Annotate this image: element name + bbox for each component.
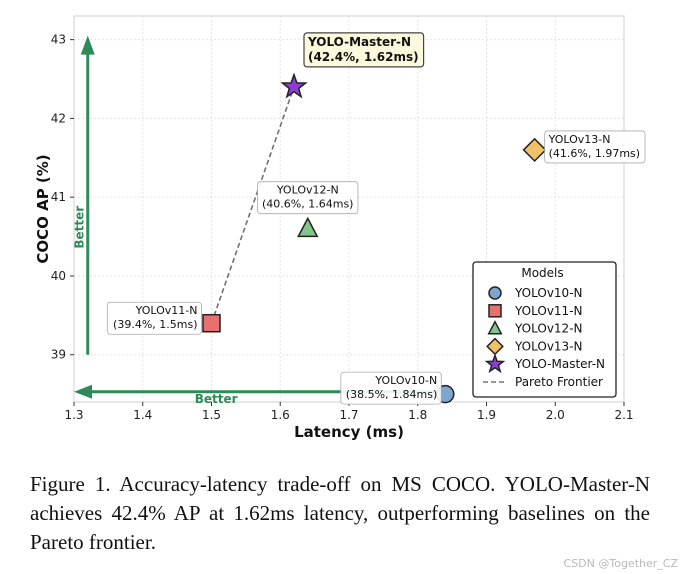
legend-box bbox=[472, 261, 617, 398]
point-label-name: YOLOv12-N bbox=[276, 184, 339, 197]
watermark: CSDN @Together_CZ bbox=[563, 557, 678, 570]
point-label-value: (41.6%, 1.97ms) bbox=[549, 147, 640, 160]
point-label-name: YOLOv10-N bbox=[374, 374, 437, 387]
legend-entry-label: YOLOv10-N bbox=[514, 286, 583, 300]
point-label-4: YOLO-Master-N(42.4%, 1.62ms) bbox=[303, 32, 425, 68]
legend-entry-label: YOLOv12-N bbox=[514, 322, 583, 336]
figure-caption: Figure 1. Accuracy-latency trade-off on … bbox=[30, 472, 650, 554]
legend-entry-label: YOLO-Master-N bbox=[514, 357, 605, 371]
arrow-left-icon bbox=[74, 384, 92, 399]
legend-title: Models bbox=[521, 266, 563, 280]
axes: 1.3 1.4 1.5 1.6 1.7 1.8 1.9 2.0 2.1 39 40 41 42 43 Lat… bbox=[34, 15, 634, 441]
point-label-box bbox=[257, 181, 359, 215]
x-tick-label: 1.6 bbox=[271, 408, 290, 422]
pareto-frontier bbox=[210, 86, 295, 324]
y-tick-label: 41 bbox=[51, 190, 66, 204]
point-label-box bbox=[544, 130, 646, 164]
legend: Models YOLOv10-N YOLOv11-N YOLOv12-N YOLOv13… bbox=[472, 261, 617, 398]
legend-triangle-icon bbox=[487, 320, 503, 335]
x-tick-label: 1.3 bbox=[64, 408, 83, 422]
better-label-horizontal: Better bbox=[195, 392, 238, 406]
point-label-2: YOLOv12-N(40.6%, 1.64ms) bbox=[257, 181, 359, 215]
point-label-name: YOLOv11-N bbox=[135, 304, 198, 317]
better-label-vertical: Better bbox=[73, 206, 87, 249]
point-label-value: (42.4%, 1.62ms) bbox=[308, 50, 419, 64]
point-label-1: YOLOv11-N(39.4%, 1.5ms) bbox=[106, 301, 202, 335]
y-tick-label: 42 bbox=[51, 111, 66, 125]
legend-circle-icon bbox=[488, 286, 502, 300]
point-label-name: YOLOv13-N bbox=[548, 133, 611, 146]
point-triangle-icon bbox=[297, 216, 319, 238]
better-arrows: Better Better bbox=[73, 35, 439, 406]
legend-entry-label: Pareto Frontier bbox=[515, 375, 603, 389]
point-label-0: YOLOv10-N(38.5%, 1.84ms) bbox=[340, 371, 442, 405]
legend-entry-label: YOLOv13-N bbox=[514, 339, 583, 353]
point-label-value: (39.4%, 1.5ms) bbox=[113, 318, 197, 331]
point-label-3: YOLOv13-N(41.6%, 1.97ms) bbox=[544, 130, 646, 164]
point-label-name: YOLO-Master-N bbox=[307, 35, 411, 49]
x-tick-label: 1.7 bbox=[339, 408, 358, 422]
point-label-box bbox=[340, 371, 442, 405]
point-square-icon bbox=[202, 313, 221, 333]
x-tick-label: 2.0 bbox=[546, 408, 565, 422]
y-axis-label: COCO AP (%) bbox=[34, 154, 52, 263]
y-tick-label: 40 bbox=[51, 269, 66, 283]
point-label-box bbox=[303, 32, 425, 68]
pareto-frontier-line bbox=[210, 86, 295, 324]
x-tick-label: 1.8 bbox=[408, 408, 427, 422]
arrow-up-icon bbox=[80, 35, 95, 55]
point-labels: YOLOv10-N(38.5%, 1.84ms)YOLOv11-N(39.4%,… bbox=[106, 32, 646, 405]
point-diamond-icon bbox=[522, 137, 547, 163]
point-star-icon bbox=[280, 72, 308, 99]
x-tick-label: 1.5 bbox=[202, 408, 221, 422]
x-tick-label: 1.4 bbox=[133, 408, 152, 422]
legend-star-icon bbox=[484, 353, 506, 374]
point-label-box bbox=[106, 301, 202, 335]
y-tick-label: 39 bbox=[51, 348, 66, 362]
chart-figure: 1.3 1.4 1.5 1.6 1.7 1.8 1.9 2.0 2.1 39 40 41 42 43 Lat… bbox=[34, 15, 646, 441]
legend-entry-label: YOLOv11-N bbox=[514, 304, 583, 318]
point-label-value: (40.6%, 1.64ms) bbox=[262, 198, 353, 211]
x-tick-label: 1.9 bbox=[477, 408, 496, 422]
y-tick-label: 43 bbox=[51, 33, 66, 47]
legend-square-icon bbox=[488, 304, 502, 318]
x-axis-label: Latency (ms) bbox=[294, 423, 404, 441]
point-label-value: (38.5%, 1.84ms) bbox=[346, 388, 437, 401]
x-tick-label: 2.1 bbox=[614, 408, 633, 422]
